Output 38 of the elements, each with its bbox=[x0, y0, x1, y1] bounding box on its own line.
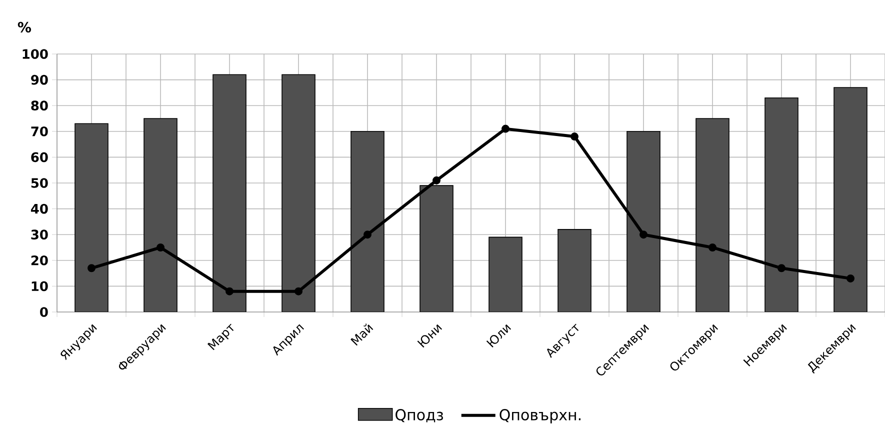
y-tick-label: 0 bbox=[40, 307, 48, 317]
y-tick-label: 50 bbox=[31, 178, 48, 188]
y-tick-label: 90 bbox=[31, 74, 48, 85]
y-tick-label: 60 bbox=[31, 152, 48, 162]
bar bbox=[488, 236, 522, 312]
y-tick-label: 100 bbox=[22, 49, 48, 59]
bar bbox=[696, 118, 730, 312]
bar bbox=[144, 118, 178, 312]
y-axis-title: % bbox=[18, 22, 32, 32]
point bbox=[846, 274, 854, 282]
bar bbox=[558, 229, 592, 312]
point bbox=[640, 230, 648, 239]
y-tick-label: 70 bbox=[31, 126, 48, 136]
bar bbox=[764, 97, 798, 312]
point bbox=[778, 264, 786, 272]
bar bbox=[212, 74, 246, 312]
bar bbox=[74, 123, 108, 312]
point bbox=[226, 287, 234, 296]
point bbox=[294, 287, 303, 296]
bar bbox=[420, 185, 454, 312]
legend-label: Qподз bbox=[396, 409, 443, 422]
point bbox=[502, 124, 510, 133]
point bbox=[156, 243, 165, 252]
y-tick-label: 80 bbox=[31, 100, 48, 111]
point bbox=[88, 264, 96, 272]
bar bbox=[834, 87, 868, 312]
bar bbox=[350, 130, 384, 312]
bar bbox=[282, 74, 316, 312]
point bbox=[708, 243, 716, 252]
y-tick-label: 10 bbox=[32, 281, 48, 292]
point bbox=[364, 230, 372, 239]
y-tick-label: 40 bbox=[30, 204, 48, 214]
y-tick-label: 20 bbox=[31, 255, 48, 266]
point bbox=[432, 176, 441, 184]
legend-label: Qповърхн. bbox=[500, 409, 580, 424]
point bbox=[570, 132, 579, 141]
y-tick-label: 30 bbox=[31, 230, 48, 240]
bar bbox=[626, 130, 660, 312]
